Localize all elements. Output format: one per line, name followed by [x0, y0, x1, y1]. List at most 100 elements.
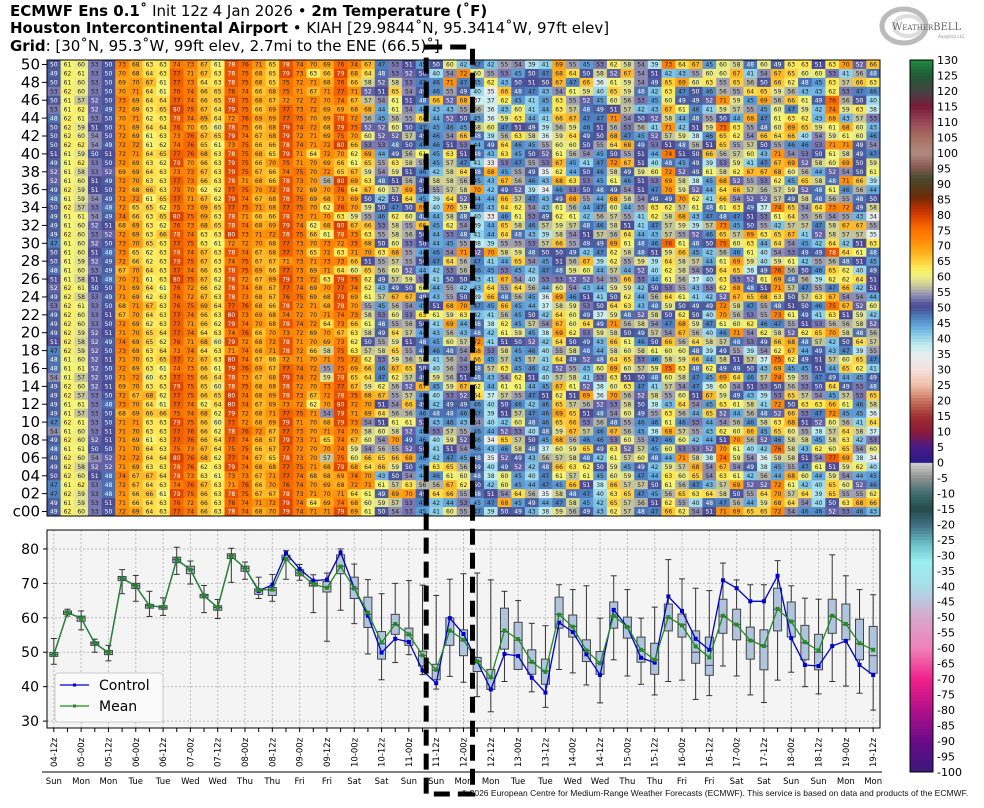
- heatmap-cell-value: 57: [637, 366, 645, 373]
- heatmap-cell-value: 64: [569, 71, 577, 78]
- heatmap-cell-value: 79: [282, 419, 290, 426]
- heatmap-cell-value: 43: [692, 214, 700, 221]
- heatmap-cell-value: 58: [514, 446, 522, 453]
- heatmap-cell-value: 61: [624, 240, 632, 247]
- heatmap-cell-value: 48: [692, 366, 700, 373]
- heatmap-cell-value: 68: [255, 223, 263, 230]
- heatmap-cell-value: 60: [596, 366, 604, 373]
- heatmap-cell-value: 59: [569, 124, 577, 131]
- heatmap-cell-value: 63: [214, 482, 222, 489]
- heatmap-cell-value: 51: [651, 249, 659, 256]
- heatmap-cell-value: 62: [64, 187, 72, 194]
- heatmap-cell-value: 76: [173, 88, 181, 95]
- heatmap-cell-value: 62: [159, 205, 167, 212]
- heatmap-cell-value: 43: [446, 106, 454, 113]
- heatmap-cell-value: 48: [105, 249, 113, 256]
- heatmap-cell-value: 72: [296, 80, 304, 87]
- heatmap-cell-value: 47: [514, 160, 522, 167]
- heatmap-cell-value: 68: [255, 80, 263, 87]
- heatmap-cell-value: 70: [323, 491, 331, 498]
- heatmap-cell-value: 45: [569, 160, 577, 167]
- heatmap-cell-value: 63: [146, 223, 154, 230]
- heatmap-cell-value: 74: [241, 133, 249, 140]
- heatmap-cell-value: 67: [268, 428, 276, 435]
- heatmap-cell: [101, 185, 116, 195]
- heatmap-cell-value: 67: [460, 384, 468, 391]
- heatmap-cell-value: 66: [268, 178, 276, 185]
- heatmap-cell-value: 73: [337, 258, 345, 265]
- heatmap-cell-value: 69: [132, 133, 140, 140]
- heatmap-cell: [47, 77, 61, 88]
- heatmap-cell-value: 51: [460, 151, 468, 158]
- heatmap-cell-value: 71: [118, 464, 126, 471]
- heatmap-cell-value: 78: [228, 97, 236, 104]
- heatmap-cell-value: 61: [583, 473, 591, 480]
- heatmap-cell-value: 44: [651, 151, 659, 158]
- heatmap-cell-value: 33: [487, 214, 495, 221]
- heatmap-cell-value: 65: [364, 160, 372, 167]
- heatmap-cell-value: 74: [187, 330, 195, 337]
- heatmap-cell-value: 58: [678, 178, 686, 185]
- heatmap-cell-value: 72: [118, 133, 126, 140]
- heatmap-cell: [101, 346, 116, 356]
- heatmap-cell: [115, 185, 130, 195]
- heatmap-cell: [47, 212, 61, 222]
- heatmap-cell-value: 70: [309, 446, 317, 453]
- heatmap-cell: [142, 480, 157, 490]
- heatmap-cell-value: 70: [391, 437, 399, 444]
- heatmap-cell-value: 69: [255, 267, 263, 274]
- heatmap-cell: [142, 212, 157, 222]
- heatmap-cell: [87, 77, 102, 88]
- heatmap-cell-value: 69: [350, 366, 358, 373]
- variable-name: 2m Temperature (˚F): [311, 2, 487, 20]
- heatmap-cell-value: 43: [432, 419, 440, 426]
- heatmap-cell: [60, 203, 75, 213]
- heatmap-cell-value: 59: [651, 366, 659, 373]
- heatmap-cell-value: 63: [214, 500, 222, 507]
- heatmap-cell-value: 74: [118, 339, 126, 346]
- heatmap-cell-value: 79: [282, 151, 290, 158]
- heatmap-cell-value: 79: [228, 339, 236, 346]
- heatmap-cell-value: 61: [64, 160, 72, 167]
- heatmap-cell-value: 51: [105, 223, 113, 230]
- heatmap-cell-value: 53: [501, 71, 509, 78]
- heatmap-cell-value: 71: [118, 285, 126, 292]
- heatmap-cell-value: 70: [309, 419, 317, 426]
- heatmap-cell-value: 55: [323, 366, 331, 373]
- heatmap-cell-value: 70: [309, 240, 317, 247]
- heatmap-cell-value: 50: [105, 285, 113, 292]
- heatmap-cell-value: 68: [405, 455, 413, 462]
- heatmap-cell-value: 47: [624, 133, 632, 140]
- heatmap-cell-value: 44: [705, 419, 713, 426]
- heatmap-cell-value: 65: [391, 348, 399, 355]
- heatmap-cell-value: 69: [132, 169, 140, 176]
- heatmap-cell-value: 39: [487, 133, 495, 140]
- heatmap-cell-value: 49: [105, 258, 113, 265]
- heatmap-cell-value: 69: [555, 62, 563, 69]
- heatmap-cell-value: 72: [187, 285, 195, 292]
- heatmap-cell-value: 52: [50, 169, 58, 176]
- heatmap-cell: [60, 212, 75, 222]
- heatmap-cell-value: 63: [610, 375, 618, 382]
- heatmap-cell-value: 59: [391, 357, 399, 364]
- heatmap-cell-value: 68: [268, 384, 276, 391]
- heatmap-cell: [60, 185, 75, 195]
- heatmap-cell-value: 45: [378, 303, 386, 310]
- heatmap-cell-value: 48: [583, 223, 591, 230]
- heatmap-cell-value: 43: [528, 455, 536, 462]
- heatmap-cell-value: 53: [91, 428, 99, 435]
- heatmap-cell-value: 55: [432, 187, 440, 194]
- heatmap-cell-value: 46: [542, 410, 550, 417]
- heatmap-cell: [101, 274, 116, 284]
- heatmap-cell-value: 50: [105, 97, 113, 104]
- heatmap-cell-value: 64: [146, 169, 154, 176]
- heatmap-cell: [87, 256, 102, 266]
- heatmap-cell-value: 44: [705, 437, 713, 444]
- heatmap-cell-value: 46: [432, 80, 440, 87]
- heatmap-cell: [87, 355, 102, 365]
- heatmap-cell: [142, 247, 157, 257]
- heatmap-cell-value: 54: [405, 88, 413, 95]
- heatmap-cell-value: 56: [446, 366, 454, 373]
- heatmap-cell-value: 68: [610, 196, 618, 203]
- heatmap-cell-value: 65: [405, 366, 413, 373]
